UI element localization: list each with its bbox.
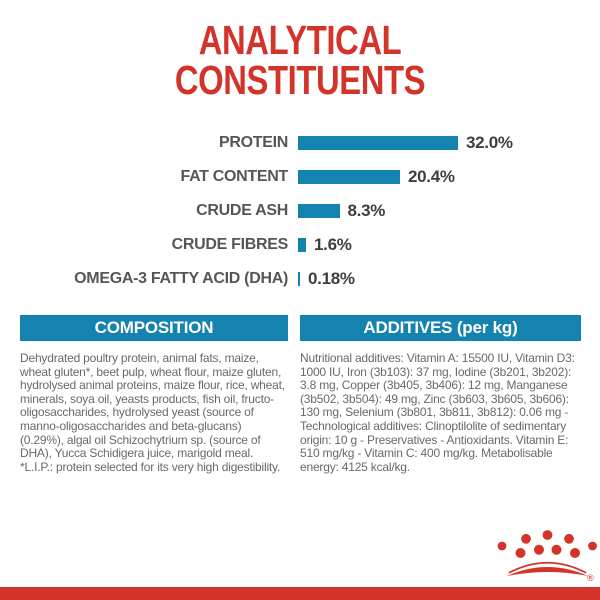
crown-base-arc bbox=[507, 567, 588, 576]
chart-value-label: 1.6% bbox=[314, 235, 352, 254]
chart-bar bbox=[298, 170, 400, 184]
additives-section: ADDITIVES (per kg) Nutritional additives… bbox=[300, 315, 581, 474]
chart-category-label: CRUDE ASH bbox=[196, 202, 288, 219]
chart-bar bbox=[298, 204, 340, 218]
additives-header: ADDITIVES (per kg) bbox=[300, 315, 581, 341]
chart-value-label: 32.0% bbox=[466, 133, 513, 152]
additives-body-text: Nutritional additives: Vitamin A: 15500 … bbox=[300, 351, 575, 474]
chart-bar bbox=[298, 136, 458, 150]
chart-value-label: 8.3% bbox=[347, 201, 386, 220]
chart-bar bbox=[298, 272, 300, 286]
page-title: ANALYTICAL CONSTITUENTS bbox=[0, 17, 600, 103]
crown-thin-arc bbox=[508, 561, 587, 574]
chart-row-omega3-dha: OMEGA-3 FATTY ACID (DHA) 0.18% bbox=[0, 262, 600, 296]
title-line-1: ANALYTICAL bbox=[198, 17, 402, 63]
title-line-2: CONSTITUENTS bbox=[174, 57, 426, 103]
analytical-constituents-bar-chart: PROTEIN 32.0% FAT CONTENT 20.4% CRUDE AS… bbox=[0, 126, 600, 296]
chart-bar bbox=[298, 238, 306, 252]
chart-category-label: CRUDE FIBRES bbox=[171, 236, 289, 253]
chart-row-crude-ash: CRUDE ASH 8.3% bbox=[0, 194, 600, 228]
chart-category-label: PROTEIN bbox=[218, 134, 288, 151]
composition-header: COMPOSITION bbox=[20, 315, 288, 341]
chart-value-label: 0.18% bbox=[308, 269, 355, 288]
crown-dots bbox=[497, 530, 597, 558]
chart-value-label: 20.4% bbox=[408, 167, 455, 186]
composition-section: COMPOSITION Dehydrated poultry protein, … bbox=[20, 315, 288, 474]
chart-category-label: OMEGA-3 FATTY ACID (DHA) bbox=[74, 270, 288, 287]
composition-body-text: Dehydrated poultry protein, animal fats,… bbox=[20, 351, 285, 474]
chart-row-protein: PROTEIN 32.0% bbox=[0, 126, 600, 160]
chart-row-crude-fibres: CRUDE FIBRES 1.6% bbox=[0, 228, 600, 262]
royal-canin-crown-logo: ® bbox=[497, 530, 597, 583]
chart-category-label: FAT CONTENT bbox=[180, 168, 288, 185]
chart-row-fat-content: FAT CONTENT 20.4% bbox=[0, 160, 600, 194]
registered-trademark-icon: ® bbox=[587, 573, 594, 583]
bottom-red-bar bbox=[0, 587, 600, 600]
